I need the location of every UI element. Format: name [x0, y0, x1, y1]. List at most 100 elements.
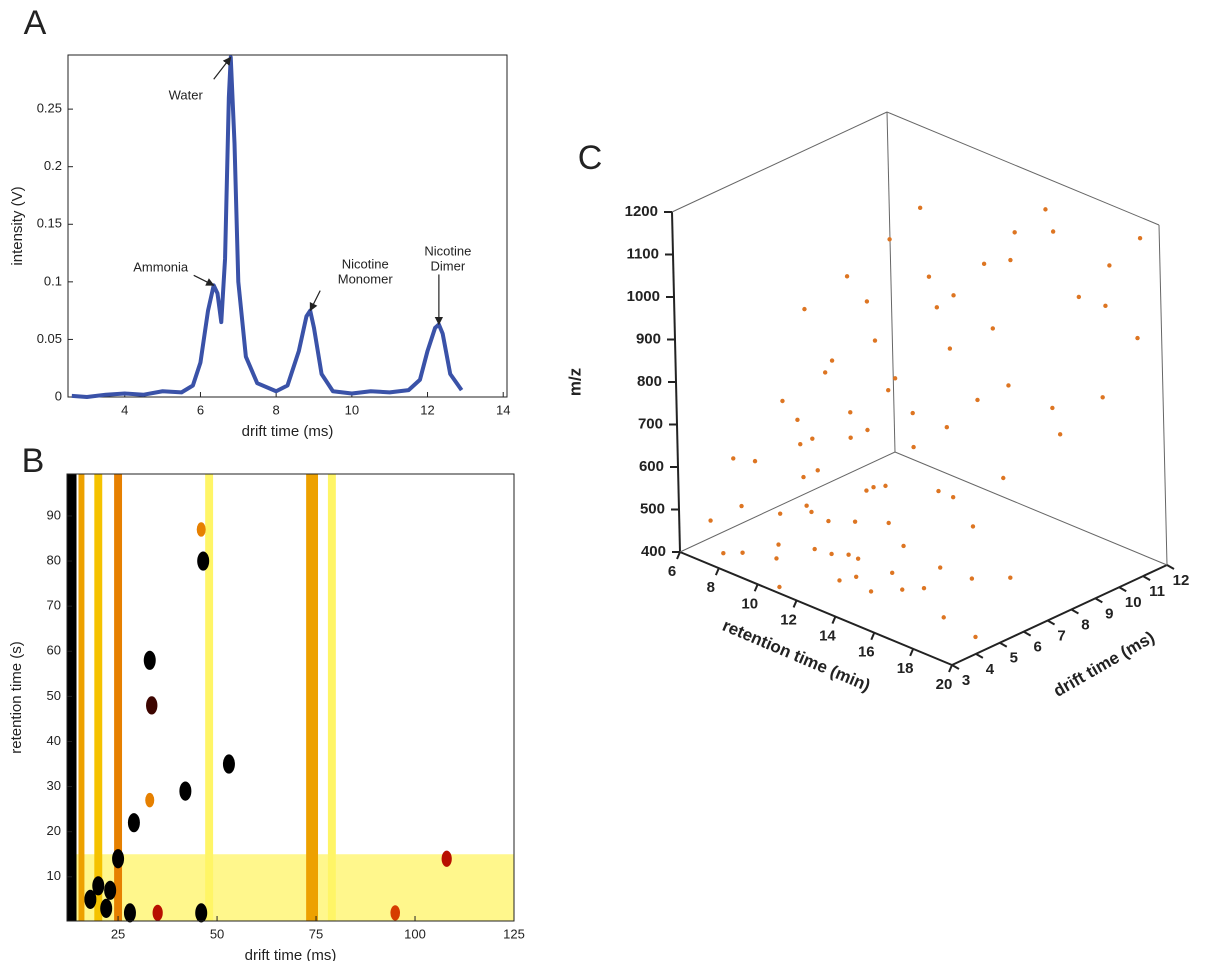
- panel-label: A: [24, 4, 47, 42]
- z-tick-label: 1000: [627, 288, 660, 305]
- y-tick-label: 50: [47, 688, 61, 703]
- y-tick-label: 0: [55, 388, 62, 403]
- heat-band: [327, 474, 336, 921]
- z-tick-label: 800: [637, 373, 662, 390]
- point: [910, 410, 915, 416]
- point: [777, 584, 782, 590]
- point: [829, 551, 834, 557]
- x-tick: [676, 551, 681, 560]
- x-axis-label: drift time (ms): [242, 423, 334, 440]
- heat-spot: [196, 522, 206, 537]
- y-tick-label: 7: [1057, 628, 1065, 645]
- x-tick: [753, 583, 759, 592]
- point: [853, 574, 859, 580]
- heat-band: [67, 854, 514, 921]
- y-tick: [951, 664, 960, 670]
- heat-band: [306, 474, 319, 921]
- heat-band: [94, 474, 103, 921]
- heat-spot: [123, 903, 136, 923]
- y-axis-label: retention time (s): [8, 641, 25, 754]
- point: [1137, 235, 1143, 241]
- annotation-line: Water: [169, 88, 204, 103]
- point: [917, 205, 923, 211]
- box-edge: [886, 111, 896, 453]
- point: [921, 585, 927, 591]
- annotation-line: Monomer: [338, 272, 394, 287]
- heat-spot: [222, 754, 235, 774]
- point: [798, 441, 803, 447]
- point: [864, 299, 870, 304]
- x-tick-label: 100: [404, 926, 426, 941]
- point: [872, 338, 878, 343]
- point: [973, 634, 978, 640]
- x-tick-label: 10: [741, 595, 758, 612]
- x-tick-label: 12: [780, 611, 797, 628]
- y-tick: [975, 653, 984, 659]
- heat-spot: [145, 792, 155, 808]
- point: [1057, 432, 1063, 437]
- point: [837, 578, 842, 583]
- z-tick-label: 1100: [626, 245, 659, 262]
- y-tick-label: 12: [1173, 572, 1190, 589]
- point: [1107, 263, 1112, 268]
- x-tick-label: 8: [273, 402, 280, 417]
- point: [892, 376, 898, 381]
- point: [1006, 383, 1011, 388]
- x-tick: [948, 664, 953, 673]
- point: [1012, 230, 1017, 235]
- point: [739, 503, 744, 509]
- heat-spot: [152, 904, 163, 922]
- heat-spot: [143, 650, 156, 670]
- point: [975, 397, 980, 403]
- point: [871, 485, 876, 490]
- x-tick-label: 16: [858, 644, 875, 661]
- point: [911, 444, 916, 450]
- y-tick: [1047, 619, 1056, 626]
- point: [938, 565, 943, 570]
- box-edge: [1158, 224, 1168, 566]
- point: [846, 552, 851, 557]
- x-tick-label: 14: [819, 628, 836, 645]
- point: [889, 570, 895, 576]
- point: [810, 436, 815, 441]
- x-tick-label: 12: [420, 402, 434, 417]
- box-edge: [894, 451, 1168, 566]
- y-axis-label: intensity (V): [9, 186, 26, 265]
- point: [926, 274, 932, 279]
- y-tick-label: 8: [1081, 616, 1089, 633]
- point: [934, 305, 940, 310]
- heat-band: [78, 474, 85, 921]
- x-tick-label: 14: [496, 402, 510, 417]
- point: [947, 346, 953, 351]
- point: [900, 587, 905, 592]
- heat-spot: [197, 551, 210, 571]
- z-tick-label: 400: [641, 543, 666, 560]
- point: [1103, 303, 1108, 309]
- x-tick-label: 4: [121, 402, 128, 417]
- point: [887, 237, 892, 242]
- heat-spot: [127, 813, 140, 833]
- x-tick: [831, 616, 837, 624]
- heat-band: [67, 474, 77, 921]
- annotation-arrow: [309, 290, 321, 312]
- annotation-line: Dimer: [431, 259, 466, 274]
- heat-spot: [390, 905, 401, 921]
- point: [936, 488, 941, 494]
- point: [731, 456, 736, 461]
- x-tick: [714, 567, 720, 576]
- z-tick-label: 1200: [625, 203, 658, 220]
- box-edge: [951, 564, 1168, 666]
- point: [740, 550, 745, 555]
- plot-background: [67, 474, 514, 921]
- y-tick-label: 4: [986, 661, 995, 678]
- heat-spot: [179, 781, 192, 801]
- y-tick-label: 10: [1125, 594, 1142, 611]
- plot-frame: [67, 54, 508, 398]
- y-tick-label: 5: [1010, 650, 1018, 667]
- y-tick: [1070, 608, 1079, 615]
- point: [969, 576, 975, 581]
- z-tick-label: 900: [636, 330, 661, 347]
- heat-spot: [84, 889, 97, 909]
- point: [1001, 475, 1006, 481]
